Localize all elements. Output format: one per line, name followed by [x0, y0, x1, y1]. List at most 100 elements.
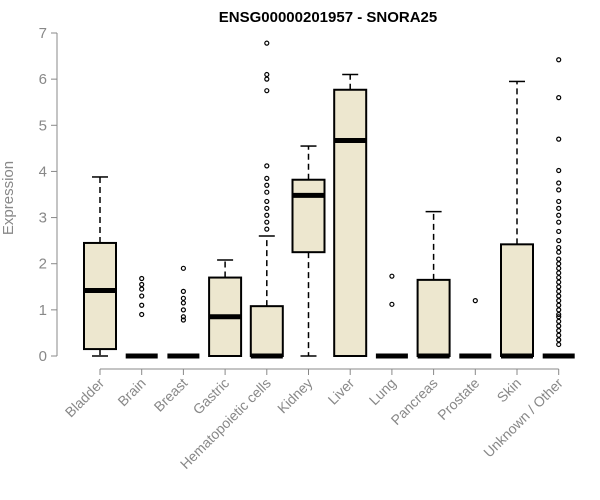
y-tick-label-2: 2: [39, 256, 47, 273]
outlier-11-28: [556, 187, 562, 193]
box-group-5: [291, 145, 326, 357]
outlier-2-0: [180, 317, 186, 323]
outlier-4-7: [264, 175, 270, 181]
outlier-11-20: [556, 249, 562, 255]
x-tick-label-5: Kidney: [274, 375, 316, 417]
outlier-4-1: [264, 219, 270, 225]
outlier-11-25: [556, 212, 562, 218]
box-6: [333, 88, 368, 358]
box-10: [500, 243, 534, 357]
outlier-2-6: [180, 265, 186, 271]
y-tick-label-3: 3: [39, 210, 47, 227]
outlier-11-31: [556, 136, 562, 142]
outlier-11-7: [556, 311, 562, 318]
outlier-1-2: [139, 293, 145, 299]
outlier-11-2: [556, 332, 562, 338]
outlier-1-4: [139, 281, 145, 288]
outlier-1-0: [139, 311, 145, 318]
outlier-11-15: [556, 274, 562, 281]
outlier-11-10: [556, 298, 562, 304]
outlier-11-13: [556, 284, 562, 290]
outlier-11-29: [556, 180, 562, 186]
outlier-4-12: [264, 40, 270, 46]
y-tick-label-4: 4: [39, 163, 47, 180]
outlier-11-3: [556, 328, 562, 334]
x-tick-label-9: Prostate: [434, 375, 482, 423]
outlier-1-3: [139, 286, 145, 292]
outlier-4-0: [264, 226, 270, 232]
box-group-0: [83, 176, 117, 357]
outlier-4-6: [264, 182, 270, 188]
box-group-8: [416, 210, 451, 359]
outlier-4-5: [264, 189, 270, 195]
outlier-11-8: [556, 307, 562, 313]
outlier-11-11: [556, 293, 562, 299]
box-group-10: [500, 80, 534, 359]
outlier-11-14: [556, 279, 562, 285]
box-0: [83, 241, 117, 351]
outlier-11-23: [556, 228, 562, 235]
outlier-4-3: [264, 205, 270, 211]
x-tick-label-10: Skin: [494, 375, 525, 406]
y-tick-label-7: 7: [39, 25, 47, 42]
x-tick-label-11: Unknown / Other: [480, 375, 566, 461]
outlier-2-2: [180, 307, 186, 313]
outlier-11-30: [556, 167, 562, 174]
box-group-3: [208, 259, 243, 357]
outlier-4-8: [264, 163, 270, 169]
outlier-11-33: [556, 57, 562, 63]
outlier-11-4: [556, 323, 562, 329]
box-group-9: [459, 298, 492, 359]
box-group-4: [249, 40, 284, 359]
outlier-7-0: [389, 301, 395, 307]
outlier-11-24: [556, 219, 562, 225]
outlier-11-6: [556, 314, 562, 320]
box-5: [291, 178, 326, 254]
y-tick-label-6: 6: [39, 71, 47, 88]
box-group-6: [333, 73, 368, 358]
outlier-4-10: [264, 76, 270, 82]
box-group-2: [167, 265, 200, 359]
box-8: [416, 278, 451, 357]
outlier-11-0: [556, 341, 562, 348]
x-tick-label-7: Lung: [366, 375, 399, 408]
outlier-1-1: [139, 302, 145, 308]
x-tick-label-2: Breast: [151, 375, 191, 415]
outlier-11-26: [556, 205, 562, 211]
y-axis: 0 1 2 3 4 5 6 7: [39, 25, 58, 365]
y-tick-label-0: 0: [39, 348, 47, 365]
outlier-2-5: [180, 288, 186, 294]
box-group-11: [542, 57, 575, 359]
box-group-1: [125, 275, 158, 359]
outlier-2-3: [180, 300, 186, 306]
outlier-1-5: [139, 275, 145, 282]
y-axis-label: Expression: [0, 161, 17, 235]
outlier-11-19: [556, 256, 562, 262]
outlier-11-18: [556, 261, 562, 267]
outlier-11-12: [556, 288, 562, 294]
plot-area: [83, 40, 575, 359]
outlier-11-1: [556, 337, 562, 343]
outlier-11-9: [556, 302, 562, 308]
outlier-11-5: [556, 318, 562, 324]
outlier-2-1: [180, 314, 186, 320]
outlier-11-32: [556, 94, 562, 101]
chart-title: ENSG00000201957 - SNORA25: [219, 9, 437, 26]
outlier-4-11: [264, 71, 270, 78]
outlier-11-17: [556, 265, 562, 271]
outlier-7-1: [389, 273, 395, 279]
x-tick-label-0: Bladder: [62, 375, 108, 421]
x-tick-label-1: Brain: [114, 375, 148, 409]
y-tick-label-5: 5: [39, 117, 47, 134]
x-tick-label-6: Liver: [325, 375, 358, 408]
box-4: [249, 305, 284, 357]
outlier-11-22: [556, 238, 562, 244]
y-tick-label-1: 1: [39, 302, 47, 319]
outlier-4-2: [264, 212, 270, 218]
outlier-11-21: [556, 244, 562, 251]
box-group-7: [375, 273, 408, 359]
outlier-2-4: [180, 295, 186, 301]
outlier-11-27: [556, 198, 562, 205]
